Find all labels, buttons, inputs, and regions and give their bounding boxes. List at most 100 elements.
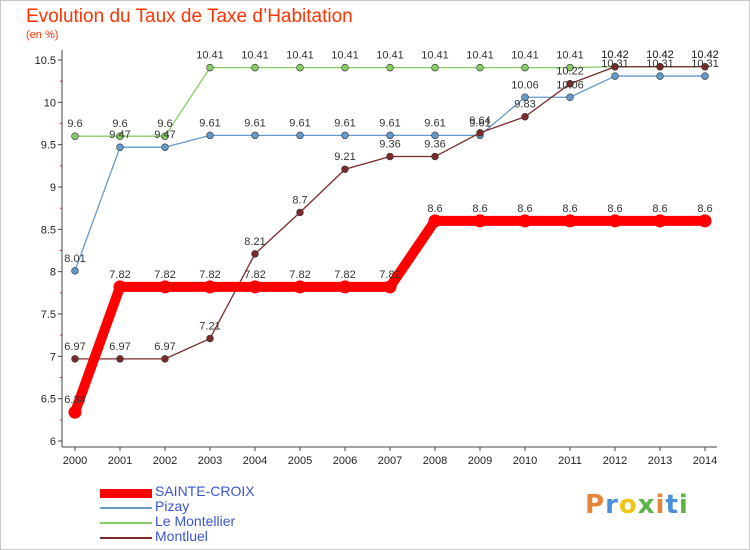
data-label: 10.41 xyxy=(556,50,584,62)
data-label: 10.42 xyxy=(646,49,674,61)
data-label: 9.6 xyxy=(67,118,82,130)
data-point xyxy=(296,208,304,217)
data-point xyxy=(251,63,259,72)
data-label: 9.61 xyxy=(379,117,400,129)
data-point xyxy=(656,63,664,71)
proxiti-logo: Proxiti xyxy=(585,490,689,520)
data-label: 9.36 xyxy=(424,139,445,151)
data-point xyxy=(653,214,667,228)
y-tick-label: 10 xyxy=(44,97,56,109)
y-tick-label: 7 xyxy=(50,351,56,363)
data-label: 10.41 xyxy=(241,50,269,62)
data-point xyxy=(158,280,172,294)
data-point xyxy=(566,80,574,88)
data-point xyxy=(701,72,709,80)
data-label: 9.61 xyxy=(289,117,310,129)
data-point xyxy=(71,267,79,275)
data-point xyxy=(203,280,217,294)
data-label: 9.47 xyxy=(109,129,130,141)
legend-swatch xyxy=(100,537,152,539)
y-tick-label: 9 xyxy=(50,182,56,194)
data-point xyxy=(431,63,439,72)
data-point xyxy=(161,132,169,140)
data-point xyxy=(338,280,352,294)
legend-label: Pizay xyxy=(155,498,190,514)
legend-swatch xyxy=(100,507,152,509)
x-tick-label: 2005 xyxy=(288,455,312,467)
data-point xyxy=(206,131,214,140)
data-point xyxy=(293,280,307,294)
data-point xyxy=(431,152,439,161)
data-point xyxy=(656,72,664,80)
data-label: 10.06 xyxy=(556,79,584,91)
series-line-pizay xyxy=(74,75,705,272)
chart-title: Evolution du Taux de Taxe d’Habitation xyxy=(26,6,353,27)
data-label: 6.97 xyxy=(109,341,130,353)
data-label: 10.31 xyxy=(691,58,719,70)
data-label: 8.6 xyxy=(472,203,487,215)
legend-label: Montluel xyxy=(155,528,208,544)
y-tick-label: 8.5 xyxy=(41,224,56,236)
data-point xyxy=(473,214,487,228)
data-point xyxy=(566,93,574,101)
data-point xyxy=(248,280,262,294)
data-label: 9.61 xyxy=(424,117,445,129)
data-label: 8.6 xyxy=(517,203,532,215)
data-label: 8.7 xyxy=(292,194,307,206)
data-point xyxy=(206,63,214,72)
data-point xyxy=(701,63,709,71)
y-tick-label: 6.5 xyxy=(41,394,56,406)
data-label: 8.6 xyxy=(697,203,712,215)
data-label: 10.41 xyxy=(421,50,449,62)
data-label: 10.41 xyxy=(286,50,314,62)
y-tick-label: 8 xyxy=(50,267,56,279)
data-label: 8.6 xyxy=(607,203,622,215)
chart-subtitle: (en %) xyxy=(26,29,59,41)
data-point xyxy=(161,143,169,151)
data-point xyxy=(251,131,259,140)
data-label: 9.61 xyxy=(469,117,490,129)
x-tick-label: 2009 xyxy=(468,455,492,467)
y-tick-label: 7.5 xyxy=(41,309,56,321)
data-label: 8.6 xyxy=(562,203,577,215)
data-label: 10.42 xyxy=(691,49,719,61)
data-label: 9.6 xyxy=(157,118,172,130)
data-point xyxy=(428,214,442,228)
data-label: 7.82 xyxy=(334,269,355,281)
data-point xyxy=(161,355,169,363)
data-point xyxy=(383,280,397,294)
data-point xyxy=(611,72,619,80)
data-label: 8.21 xyxy=(244,236,265,248)
data-point xyxy=(563,214,577,228)
data-point xyxy=(116,355,124,363)
data-label: 8.6 xyxy=(427,203,442,215)
x-tick-label: 2002 xyxy=(153,455,177,467)
data-label: 6.97 xyxy=(154,341,175,353)
data-point xyxy=(341,131,349,140)
data-label: 10.41 xyxy=(331,50,359,62)
data-label: 7.82 xyxy=(289,269,310,281)
x-tick-label: 2012 xyxy=(603,455,627,467)
x-tick-label: 2011 xyxy=(558,455,582,467)
data-point xyxy=(521,63,529,72)
data-point xyxy=(296,131,304,140)
x-tick-label: 2013 xyxy=(648,455,672,467)
data-point xyxy=(116,132,124,140)
data-point xyxy=(341,165,349,173)
data-label: 9.36 xyxy=(379,139,400,151)
series-line-sainte-croix xyxy=(70,215,705,414)
data-point xyxy=(521,113,529,121)
data-label: 10.42 xyxy=(646,49,674,61)
x-tick-label: 2001 xyxy=(108,455,132,467)
data-label: 10.06 xyxy=(511,79,539,91)
data-label: 10.42 xyxy=(601,49,629,61)
data-label: 10.41 xyxy=(466,50,494,62)
data-point xyxy=(608,214,622,228)
data-label: 9.47 xyxy=(154,129,175,141)
data-point xyxy=(206,334,214,343)
y-tick-label: 10.5 xyxy=(35,55,56,67)
data-point xyxy=(698,214,712,228)
x-tick-label: 2003 xyxy=(198,455,222,467)
